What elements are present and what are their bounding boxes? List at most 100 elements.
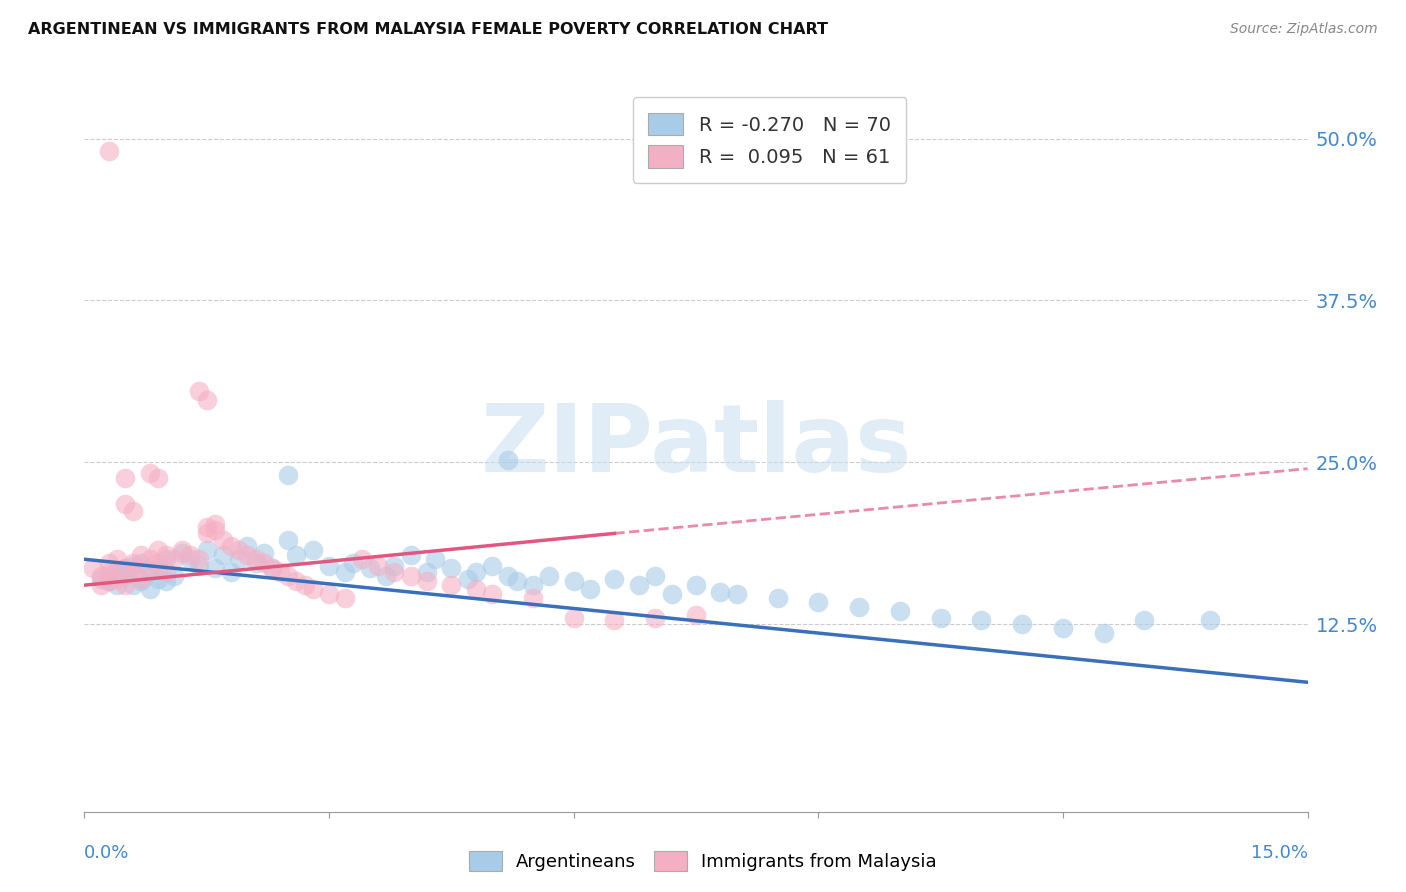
Point [138, 552, 160, 566]
Point [269, 566, 291, 580]
Point [382, 566, 405, 580]
Point [105, 566, 128, 580]
Point [114, 561, 136, 575]
Text: ARGENTINEAN VS IMMIGRANTS FROM MALAYSIA FEMALE POVERTY CORRELATION CHART: ARGENTINEAN VS IMMIGRANTS FROM MALAYSIA … [28, 22, 828, 37]
Point [236, 549, 259, 563]
Point [498, 452, 520, 467]
Point [1092, 626, 1115, 640]
Point [294, 578, 316, 592]
Point [204, 561, 226, 575]
Point [146, 556, 169, 570]
Point [253, 546, 276, 560]
Point [725, 587, 748, 601]
Point [1133, 613, 1156, 627]
Point [929, 610, 952, 624]
Point [122, 566, 145, 580]
Point [163, 552, 186, 566]
Point [399, 549, 422, 563]
Point [82, 561, 104, 575]
Point [195, 526, 218, 541]
Point [122, 578, 145, 592]
Point [685, 607, 707, 622]
Point [131, 572, 153, 586]
Point [146, 471, 169, 485]
Point [1052, 621, 1074, 635]
Point [285, 574, 308, 589]
Point [90, 572, 112, 586]
Point [122, 556, 145, 570]
Point [122, 558, 145, 573]
Point [382, 558, 405, 573]
Point [228, 552, 250, 566]
Point [522, 591, 544, 606]
Point [138, 466, 160, 480]
Point [131, 556, 153, 570]
Point [1011, 617, 1033, 632]
Point [627, 578, 650, 592]
Legend: R = -0.270   N = 70, R =  0.095   N = 61: R = -0.270 N = 70, R = 0.095 N = 61 [633, 97, 907, 183]
Point [172, 543, 194, 558]
Point [97, 574, 120, 589]
Point [179, 552, 201, 566]
Point [260, 561, 283, 575]
Point [318, 558, 340, 573]
Point [970, 613, 993, 627]
Point [172, 546, 194, 560]
Point [179, 549, 201, 563]
Point [105, 578, 128, 592]
Point [105, 552, 128, 566]
Point [219, 566, 242, 580]
Point [481, 587, 503, 601]
Point [848, 600, 870, 615]
Point [505, 574, 527, 589]
Point [204, 523, 226, 537]
Text: 15.0%: 15.0% [1250, 844, 1308, 862]
Point [219, 539, 242, 553]
Point [416, 574, 439, 589]
Point [90, 578, 112, 592]
Point [236, 539, 259, 553]
Point [131, 574, 153, 589]
Point [350, 552, 373, 566]
Point [122, 504, 145, 518]
Point [97, 556, 120, 570]
Point [114, 569, 136, 583]
Point [1198, 613, 1220, 627]
Point [342, 556, 364, 570]
Point [138, 566, 160, 580]
Point [562, 610, 585, 624]
Point [359, 561, 381, 575]
Point [114, 578, 136, 592]
Point [579, 582, 602, 596]
Point [440, 578, 463, 592]
Point [538, 569, 561, 583]
Point [138, 582, 160, 596]
Point [766, 591, 789, 606]
Point [375, 569, 398, 583]
Point [285, 549, 308, 563]
Point [97, 574, 120, 589]
Point [661, 587, 683, 601]
Point [603, 613, 626, 627]
Point [245, 556, 267, 570]
Point [277, 468, 299, 483]
Point [187, 384, 209, 398]
Point [228, 543, 250, 558]
Point [105, 572, 128, 586]
Point [709, 584, 731, 599]
Point [155, 552, 177, 566]
Point [155, 549, 177, 563]
Point [399, 569, 422, 583]
Point [114, 497, 136, 511]
Point [481, 558, 503, 573]
Point [195, 543, 218, 558]
Point [301, 543, 323, 558]
Point [97, 566, 120, 580]
Point [245, 552, 267, 566]
Point [212, 549, 235, 563]
Point [187, 558, 209, 573]
Point [195, 520, 218, 534]
Point [522, 578, 544, 592]
Point [464, 582, 486, 596]
Point [562, 574, 585, 589]
